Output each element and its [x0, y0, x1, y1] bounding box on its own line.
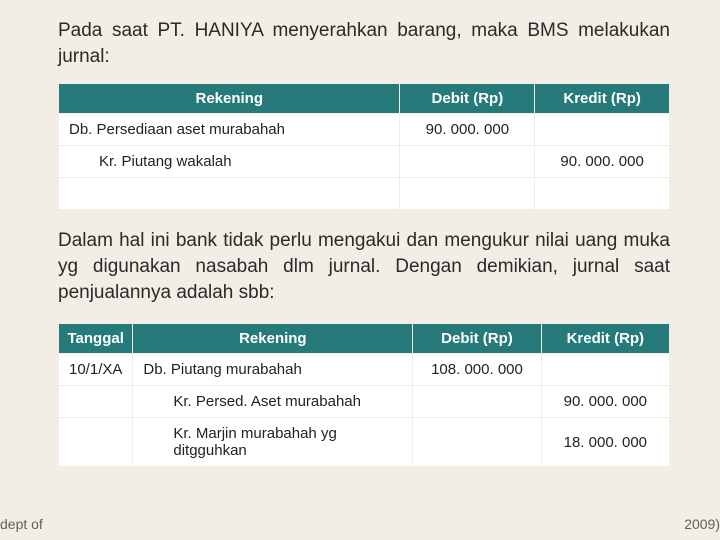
cell-debit	[400, 178, 534, 209]
col-header-tanggal: Tanggal	[59, 324, 132, 353]
journal-table-2: Tanggal Rekening Debit (Rp) Kredit (Rp) …	[58, 323, 670, 467]
col-header-debit: Debit (Rp)	[400, 84, 534, 113]
table-header-row: Rekening Debit (Rp) Kredit (Rp)	[59, 84, 669, 113]
cell-rekening: Db. Piutang murabahah	[133, 354, 412, 385]
table-row	[59, 178, 669, 209]
table-row: Db. Persediaan aset murabahah 90. 000. 0…	[59, 114, 669, 145]
cell-debit	[400, 146, 534, 177]
cell-debit	[413, 386, 540, 417]
cell-kredit: 90. 000. 000	[535, 146, 669, 177]
slide-page: Pada saat PT. HANIYA menyerahkan barang,…	[0, 0, 720, 467]
cell-tanggal: 10/1/XA	[59, 354, 132, 385]
intro-paragraph: Pada saat PT. HANIYA menyerahkan barang,…	[58, 18, 670, 69]
footer-right-text: 2009)	[684, 516, 720, 532]
cell-kredit: 18. 000. 000	[542, 418, 669, 466]
cell-rekening: Kr. Persed. Aset murabahah	[133, 386, 412, 417]
cell-debit: 90. 000. 000	[400, 114, 534, 145]
table-row: Kr. Piutang wakalah 90. 000. 000	[59, 146, 669, 177]
cell-rekening: Kr. Piutang wakalah	[59, 146, 399, 177]
col-header-kredit: Kredit (Rp)	[542, 324, 669, 353]
cell-debit	[413, 418, 540, 466]
cell-kredit	[542, 354, 669, 385]
col-header-rekening: Rekening	[133, 324, 412, 353]
cell-tanggal	[59, 418, 132, 466]
col-header-debit: Debit (Rp)	[413, 324, 540, 353]
table-header-row: Tanggal Rekening Debit (Rp) Kredit (Rp)	[59, 324, 669, 353]
cell-tanggal	[59, 386, 132, 417]
cell-kredit	[535, 114, 669, 145]
footer-left-text: dept of	[0, 516, 43, 532]
table-row: Kr. Persed. Aset murabahah 90. 000. 000	[59, 386, 669, 417]
cell-debit: 108. 000. 000	[413, 354, 540, 385]
table-row: Kr. Marjin murabahah yg ditgguhkan 18. 0…	[59, 418, 669, 466]
col-header-kredit: Kredit (Rp)	[535, 84, 669, 113]
col-header-rekening: Rekening	[59, 84, 399, 113]
cell-rekening: Db. Persediaan aset murabahah	[59, 114, 399, 145]
journal-table-1: Rekening Debit (Rp) Kredit (Rp) Db. Pers…	[58, 83, 670, 210]
table-row: 10/1/XA Db. Piutang murabahah 108. 000. …	[59, 354, 669, 385]
cell-kredit: 90. 000. 000	[542, 386, 669, 417]
cell-rekening	[59, 178, 399, 209]
cell-rekening: Kr. Marjin murabahah yg ditgguhkan	[133, 418, 412, 466]
mid-paragraph: Dalam hal ini bank tidak perlu mengakui …	[58, 228, 670, 305]
cell-kredit	[535, 178, 669, 209]
